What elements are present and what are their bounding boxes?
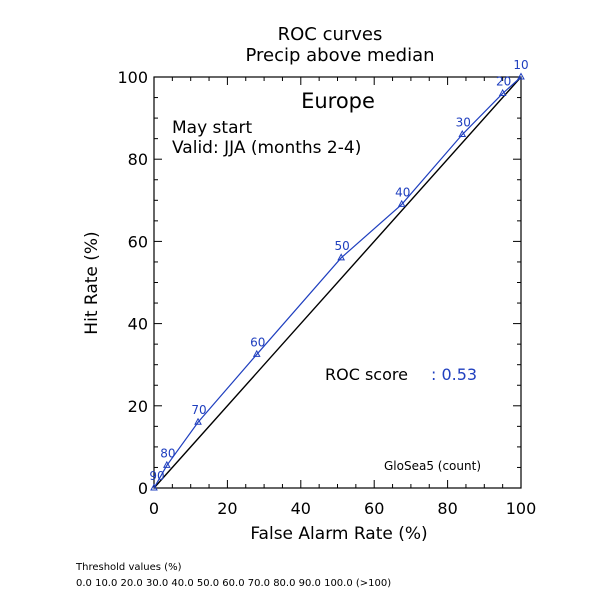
threshold-label: 60 — [250, 335, 265, 349]
threshold-title: Threshold values (%) — [76, 562, 182, 573]
threshold-values: 0.0 10.0 20.0 30.0 40.0 50.0 60.0 70.0 8… — [76, 578, 392, 589]
threshold-label: 70 — [191, 403, 206, 417]
no-skill-diagonal — [153, 76, 522, 489]
start-label: May start — [172, 118, 252, 138]
x-tick-label: 100 — [506, 499, 537, 518]
y-axis-label: Hit Rate (%) — [82, 231, 102, 334]
x-tick-label: 40 — [291, 499, 311, 518]
region-label: Europe — [301, 89, 375, 113]
y-tick-label: 60 — [128, 232, 148, 251]
roc-point-marker — [194, 417, 202, 425]
model-label: GloSea5 (count) — [384, 459, 481, 473]
x-axis: 0 20 40 60 80 100 — [149, 77, 536, 518]
x-tick-label: 80 — [437, 499, 457, 518]
chart-title: ROC curves — [278, 24, 383, 45]
roc-score-value: : 0.53 — [431, 365, 477, 384]
threshold-label: 50 — [335, 239, 350, 253]
threshold-label: 80 — [160, 446, 175, 460]
roc-point-marker — [163, 460, 171, 468]
roc-point-marker — [252, 349, 261, 357]
roc-point-marker — [458, 129, 467, 138]
roc-point-marker — [150, 483, 158, 491]
threshold-label: 90 — [149, 469, 164, 483]
y-tick-label: 0 — [138, 479, 148, 498]
x-axis-label: False Alarm Rate (%) — [250, 524, 427, 544]
threshold-label: 40 — [395, 185, 410, 199]
roc-point-marker — [337, 253, 346, 261]
roc-score-label: ROC score — [325, 365, 408, 384]
valid-label: Valid: JJA (months 2-4) — [172, 138, 361, 158]
roc-point-marker — [498, 88, 507, 96]
y-tick-label: 100 — [117, 68, 148, 87]
y-tick-label: 20 — [128, 397, 148, 416]
roc-point-marker — [517, 72, 525, 80]
roc-curve — [153, 76, 522, 489]
x-tick-label: 20 — [217, 499, 237, 518]
y-axis: 0 20 40 60 80 100 — [117, 68, 521, 498]
x-tick-label: 60 — [364, 499, 384, 518]
x-tick-label: 0 — [149, 499, 159, 518]
roc-point-marker — [397, 199, 406, 207]
threshold-label: 30 — [456, 116, 471, 130]
chart-subtitle: Precip above median — [245, 45, 434, 66]
threshold-label: 10 — [513, 58, 528, 72]
y-tick-label: 40 — [128, 315, 148, 334]
y-tick-label: 80 — [128, 150, 148, 169]
threshold-label: 20 — [496, 74, 511, 88]
